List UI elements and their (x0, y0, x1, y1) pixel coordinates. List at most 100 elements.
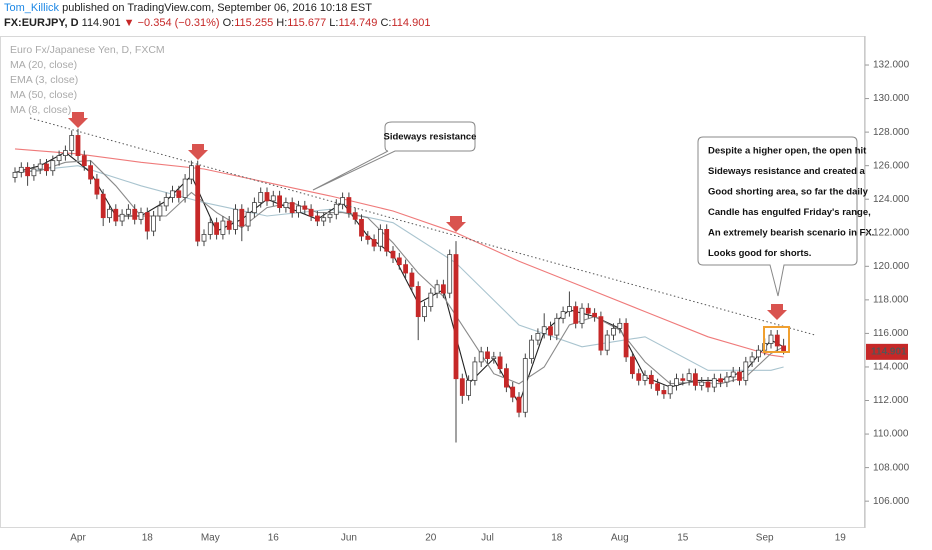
candle-body (56, 155, 62, 162)
candle (195, 160, 201, 247)
candle-body (611, 327, 616, 336)
candle (251, 197, 257, 218)
candle (239, 204, 245, 242)
candle-body (497, 356, 503, 370)
ma-line (14, 148, 784, 358)
candle-body (239, 208, 245, 227)
candle (503, 363, 509, 393)
candle (289, 197, 295, 218)
candle (718, 373, 723, 388)
candle (277, 190, 283, 213)
candle-body (151, 215, 157, 232)
candle (415, 281, 421, 341)
candle (371, 234, 377, 252)
candle-body (560, 311, 566, 319)
candle (686, 368, 692, 386)
candle-body (579, 307, 585, 324)
x-tick-label: May (201, 533, 220, 544)
candle-body (598, 316, 604, 351)
callout-text: Sideways resistance (384, 132, 477, 143)
x-tick-label: Jul (481, 533, 494, 544)
candle-body (491, 356, 497, 359)
candle-body (371, 239, 377, 247)
candle (573, 301, 579, 329)
candle-body (359, 218, 364, 237)
note-line: Candle has engulfed Friday's range, (708, 207, 871, 218)
candle-body (50, 160, 56, 172)
candle (422, 301, 427, 322)
candle-body (113, 208, 119, 222)
candle-body (81, 155, 87, 167)
candle (37, 158, 43, 175)
y-tick-label: 108.000 (873, 462, 910, 473)
candle-body (567, 306, 572, 313)
published: published on TradingView.com, September … (62, 2, 372, 14)
candle-body (478, 351, 484, 363)
candle-body (176, 190, 182, 198)
candle-body (157, 205, 163, 217)
y-tick-label: 120.000 (873, 261, 910, 272)
candle-body (333, 203, 339, 215)
candle-body (541, 326, 547, 334)
note-line: Looks good for shorts. (708, 248, 811, 259)
candle-body (510, 386, 516, 398)
ma-line (14, 165, 784, 371)
candle-body (648, 374, 654, 385)
candle (655, 378, 660, 396)
candle-body (730, 371, 736, 378)
candle-body (327, 213, 333, 219)
header-line-1: Tom_Killick published on TradingView.com… (4, 2, 372, 14)
candle-body (447, 254, 453, 294)
plot-area (12, 128, 786, 443)
candle-body (724, 376, 730, 383)
candle (151, 210, 157, 237)
candle-body (749, 356, 755, 363)
candle (579, 303, 585, 329)
note-line: Despite a higher open, the open hit (708, 146, 867, 157)
candle (270, 190, 276, 206)
candle (144, 207, 150, 240)
candle (170, 185, 175, 203)
candle-body (585, 307, 591, 314)
candle (756, 345, 761, 362)
candle (497, 351, 503, 374)
candle (384, 224, 390, 257)
candle (642, 370, 648, 386)
candle (75, 128, 81, 161)
highlight-box (763, 326, 790, 353)
candle-body (390, 250, 396, 259)
candle-body (75, 135, 81, 157)
candle-body (623, 322, 629, 358)
candle-body (661, 390, 667, 395)
candle (491, 351, 497, 364)
candle (541, 313, 547, 339)
candle-body (718, 378, 723, 383)
candle-body (132, 208, 138, 220)
candle-body (258, 192, 264, 203)
candle (352, 207, 358, 225)
ohlc-label: H: (276, 17, 287, 29)
ohlc-label: O: (223, 17, 235, 29)
candle (63, 145, 68, 161)
candle (283, 197, 289, 213)
change: −0.354 (−0.31%) (138, 17, 220, 29)
candle-body (182, 178, 188, 198)
candle (214, 217, 220, 240)
candle (598, 311, 604, 356)
candle-body (31, 168, 37, 177)
candle-body (251, 202, 257, 214)
candle (390, 246, 396, 263)
callout-box (312, 121, 476, 191)
candle (711, 373, 717, 393)
candle-body (44, 163, 49, 172)
candle (126, 204, 131, 220)
candle-body (522, 358, 528, 413)
arrow (767, 304, 787, 320)
candle (661, 385, 667, 399)
candle (245, 207, 251, 232)
candle (18, 162, 24, 178)
author[interactable]: Tom_Killick (4, 2, 60, 14)
candle (88, 160, 93, 185)
candle (693, 368, 698, 391)
candle-body (485, 351, 490, 359)
